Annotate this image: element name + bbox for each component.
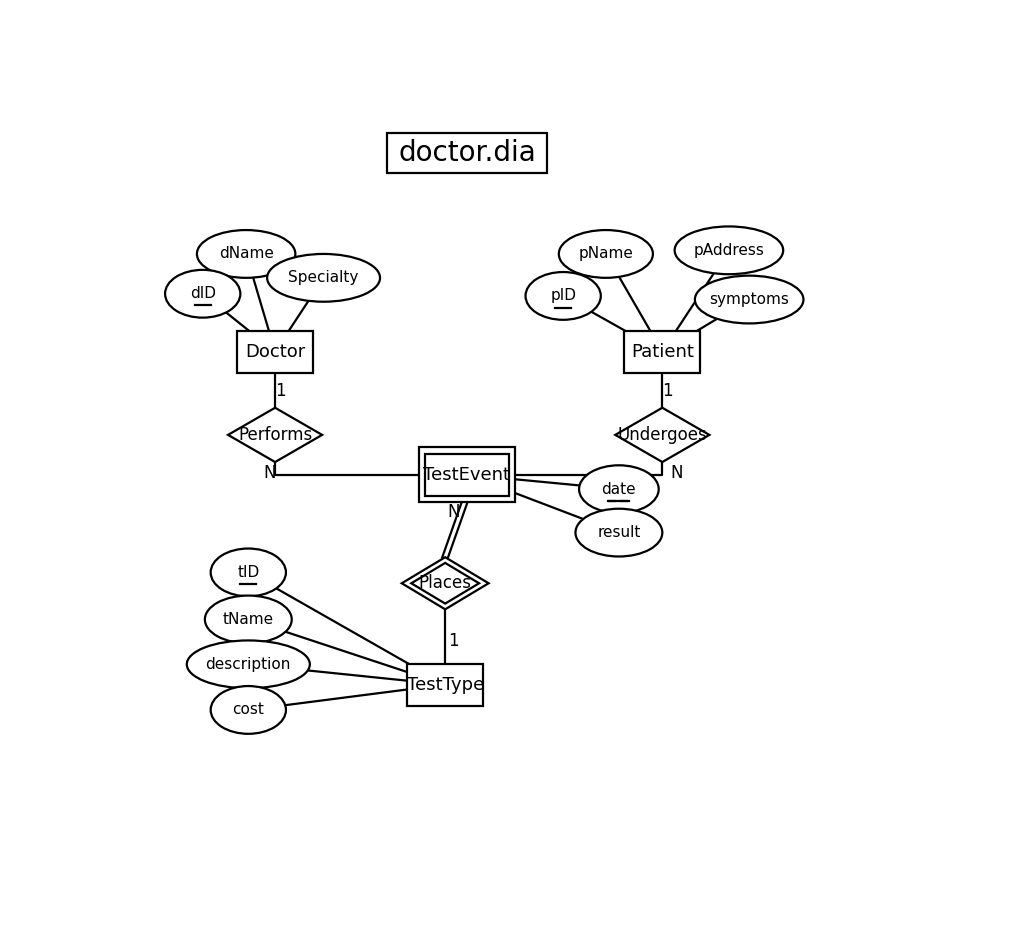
Text: pAddress: pAddress	[693, 243, 764, 258]
Polygon shape	[615, 408, 710, 462]
Ellipse shape	[205, 596, 292, 643]
Text: pID: pID	[550, 289, 577, 304]
Ellipse shape	[165, 270, 241, 318]
Text: Patient: Patient	[631, 343, 693, 361]
Bar	[419, 447, 515, 502]
Text: pName: pName	[579, 246, 633, 261]
Text: dID: dID	[189, 287, 216, 301]
Text: 1: 1	[449, 633, 459, 650]
Text: date: date	[601, 481, 636, 496]
Text: Undergoes: Undergoes	[617, 426, 708, 444]
Ellipse shape	[211, 686, 286, 734]
Text: symptoms: symptoms	[710, 292, 790, 307]
Bar	[238, 331, 313, 372]
Text: TestEvent: TestEvent	[423, 465, 510, 484]
Bar	[387, 133, 547, 173]
Bar	[408, 664, 483, 706]
Ellipse shape	[695, 275, 804, 323]
Text: dName: dName	[219, 246, 273, 261]
Ellipse shape	[525, 272, 601, 320]
Polygon shape	[228, 408, 323, 462]
Text: tName: tName	[223, 612, 273, 627]
Polygon shape	[412, 563, 479, 603]
Text: tID: tID	[238, 565, 259, 580]
Ellipse shape	[267, 254, 380, 302]
Text: doctor.dia: doctor.dia	[398, 138, 536, 166]
Text: result: result	[597, 525, 641, 540]
Polygon shape	[401, 557, 488, 609]
Text: Performs: Performs	[238, 426, 312, 444]
Ellipse shape	[559, 230, 653, 278]
Ellipse shape	[186, 640, 310, 688]
Text: Specialty: Specialty	[289, 271, 358, 286]
Bar	[425, 454, 509, 495]
Ellipse shape	[211, 549, 286, 596]
Ellipse shape	[575, 509, 663, 556]
Text: N: N	[447, 503, 460, 522]
Ellipse shape	[675, 227, 783, 274]
Bar	[625, 331, 700, 372]
Text: N: N	[264, 464, 276, 482]
Text: Doctor: Doctor	[245, 343, 305, 361]
Text: TestType: TestType	[407, 676, 483, 694]
Ellipse shape	[197, 230, 295, 278]
Text: description: description	[206, 657, 291, 672]
Ellipse shape	[580, 465, 658, 513]
Text: 1: 1	[274, 383, 286, 400]
Text: 1: 1	[663, 383, 673, 400]
Text: N: N	[671, 464, 683, 482]
Text: Places: Places	[419, 574, 472, 592]
Text: cost: cost	[232, 702, 264, 717]
